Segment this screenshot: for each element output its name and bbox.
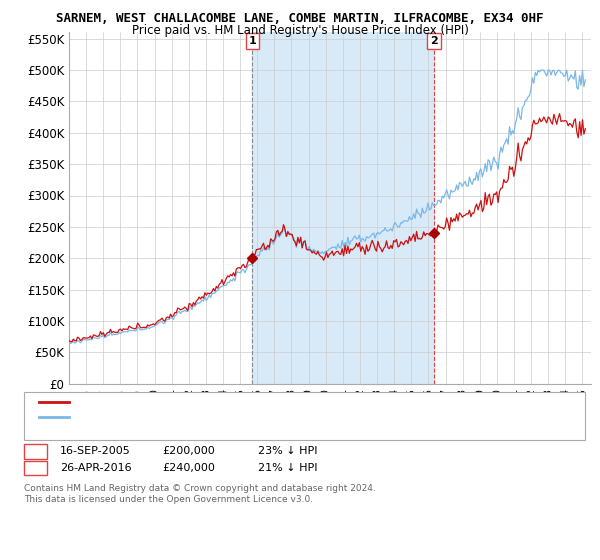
Text: Price paid vs. HM Land Registry's House Price Index (HPI): Price paid vs. HM Land Registry's House … [131,24,469,37]
Text: 26-APR-2016: 26-APR-2016 [60,463,131,473]
Text: SARNEM, WEST CHALLACOMBE LANE, COMBE MARTIN, ILFRACOMBE, EX34 0HF (detache: SARNEM, WEST CHALLACOMBE LANE, COMBE MAR… [75,396,535,407]
Text: £200,000: £200,000 [162,446,215,456]
Text: 1: 1 [32,446,39,456]
Text: Contains HM Land Registry data © Crown copyright and database right 2024.
This d: Contains HM Land Registry data © Crown c… [24,484,376,504]
Text: SARNEM, WEST CHALLACOMBE LANE, COMBE MARTIN, ILFRACOMBE, EX34 0HF: SARNEM, WEST CHALLACOMBE LANE, COMBE MAR… [56,12,544,25]
Text: 16-SEP-2005: 16-SEP-2005 [60,446,131,456]
Text: 21% ↓ HPI: 21% ↓ HPI [258,463,317,473]
Text: 2: 2 [32,463,39,473]
Text: 2: 2 [430,36,438,46]
Bar [252,32,434,384]
Text: 23% ↓ HPI: 23% ↓ HPI [258,446,317,456]
Text: £240,000: £240,000 [162,463,215,473]
Text: 1: 1 [248,36,256,46]
Text: HPI: Average price, detached house, North Devon: HPI: Average price, detached house, Nort… [75,412,334,422]
